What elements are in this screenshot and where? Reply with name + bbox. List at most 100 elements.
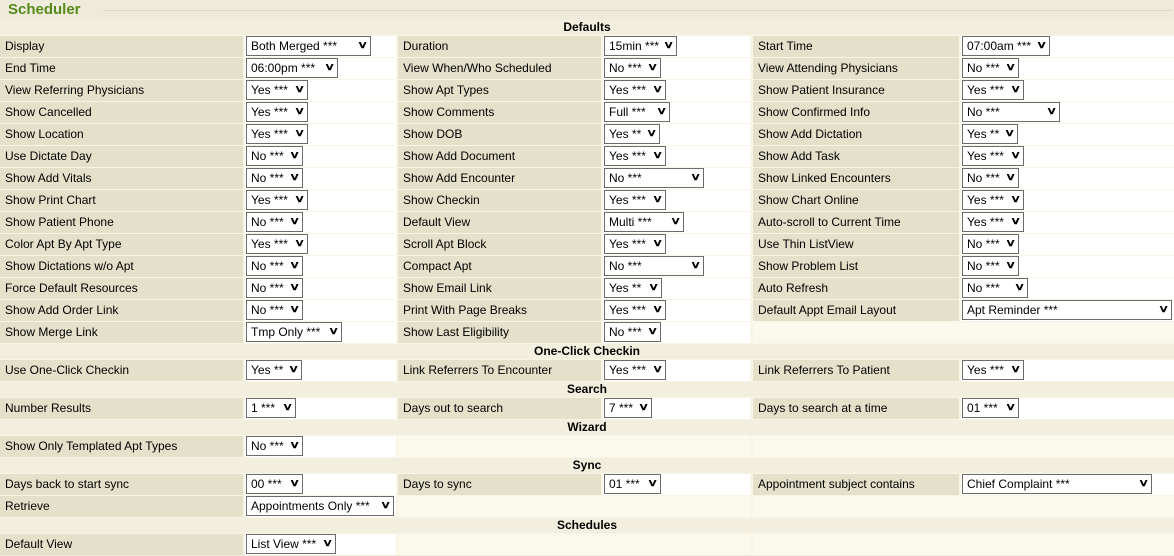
field-show-checkin-select[interactable]: Yes *** ∨ bbox=[604, 190, 666, 210]
field-show-linked-encounters-select[interactable]: No *** ∨ bbox=[962, 168, 1019, 188]
field-show-patient-phone-cell: No *** ∨ bbox=[245, 212, 396, 233]
field-show-email-link-cell: Yes ** ∨ bbox=[603, 278, 750, 299]
field-default-view-select[interactable]: Multi *** ∨ bbox=[604, 212, 684, 232]
field-show-dob-select[interactable]: Yes ** ∨ bbox=[604, 124, 660, 144]
field-days-back-to-start-sync-select[interactable]: 00 *** ∨ bbox=[246, 474, 303, 494]
field-days-out-to-search-select[interactable]: 7 *** ∨ bbox=[604, 398, 652, 418]
field-show-add-task-select[interactable]: Yes *** ∨ bbox=[962, 146, 1024, 166]
empty-cell bbox=[753, 496, 1174, 517]
field-show-add-vitals-label: Show Add Vitals bbox=[0, 168, 243, 189]
title-rule bbox=[103, 10, 1172, 11]
field-color-apt-by-apt-type-select[interactable]: Yes *** ∨ bbox=[246, 234, 308, 254]
field-view-referring-physicians-select[interactable]: Yes *** ∨ bbox=[246, 80, 308, 100]
selected-value: No *** bbox=[967, 281, 1000, 295]
field-link-referrers-to-encounter-cell: Yes *** ∨ bbox=[603, 360, 750, 381]
selected-value: Multi *** bbox=[609, 215, 652, 229]
dropdown-arrow-icon: ∨ bbox=[288, 440, 300, 451]
field-scroll-apt-block-select[interactable]: Yes *** ∨ bbox=[604, 234, 666, 254]
field-show-comments-label: Show Comments bbox=[398, 102, 601, 123]
settings-row: Show Add Order Link No *** ∨ Print With Pag… bbox=[0, 300, 1174, 321]
field-view-attending-physicians-select[interactable]: No *** ∨ bbox=[962, 58, 1019, 78]
field-force-default-resources-select[interactable]: No *** ∨ bbox=[246, 278, 303, 298]
field-link-referrers-to-patient-cell: Yes *** ∨ bbox=[961, 360, 1174, 381]
field-show-last-eligibility-select[interactable]: No *** ∨ bbox=[604, 322, 661, 342]
settings-row: Show Cancelled Yes *** ∨ Show Comments Full … bbox=[0, 102, 1174, 123]
field-show-only-templated-apt-types-select[interactable]: No *** ∨ bbox=[246, 436, 303, 456]
field-show-add-dictation-select[interactable]: Yes ** ∨ bbox=[962, 124, 1018, 144]
dropdown-arrow-icon: ∨ bbox=[288, 478, 300, 489]
selected-value: No *** bbox=[251, 171, 284, 185]
field-retrieve-label: Retrieve bbox=[0, 496, 243, 517]
field-show-problem-list-select[interactable]: No *** ∨ bbox=[962, 256, 1019, 276]
field-show-apt-types-select[interactable]: Yes *** ∨ bbox=[604, 80, 666, 100]
field-show-add-document-select[interactable]: Yes *** ∨ bbox=[604, 146, 666, 166]
selected-value: 00 *** bbox=[251, 477, 282, 491]
settings-row: Days back to start sync 00 *** ∨ Days to sy… bbox=[0, 474, 1174, 495]
field-show-confirmed-info-select[interactable]: No *** ∨ bbox=[962, 102, 1060, 122]
field-show-location-select[interactable]: Yes *** ∨ bbox=[246, 124, 308, 144]
selected-value: Both Merged *** bbox=[251, 39, 338, 53]
field-end-time-select[interactable]: 06:00pm *** ∨ bbox=[246, 58, 338, 78]
settings-row: Retrieve Appointments Only *** ∨ bbox=[0, 496, 1174, 517]
dropdown-arrow-icon: ∨ bbox=[647, 282, 659, 293]
field-show-add-encounter-select[interactable]: No *** ∨ bbox=[604, 168, 704, 188]
field-auto-refresh-label: Auto Refresh bbox=[753, 278, 959, 299]
field-show-add-task-label: Show Add Task bbox=[753, 146, 959, 167]
field-print-with-page-breaks-select[interactable]: Yes *** ∨ bbox=[604, 300, 666, 320]
field-link-referrers-to-patient-select[interactable]: Yes *** ∨ bbox=[962, 360, 1024, 380]
field-link-referrers-to-encounter-select[interactable]: Yes *** ∨ bbox=[604, 360, 666, 380]
field-use-dictate-day-select[interactable]: No *** ∨ bbox=[246, 146, 303, 166]
field-days-to-search-at-a-time-select[interactable]: 01 *** ∨ bbox=[962, 398, 1019, 418]
field-show-dictations-w-o-apt-select[interactable]: No *** ∨ bbox=[246, 256, 303, 276]
field-show-only-templated-apt-types-cell: No *** ∨ bbox=[245, 436, 396, 457]
dropdown-arrow-icon: ∨ bbox=[293, 106, 305, 117]
field-use-one-click-checkin-select[interactable]: Yes ** ∨ bbox=[246, 360, 302, 380]
field-appointment-subject-contains-select[interactable]: Chief Complaint *** ∨ bbox=[962, 474, 1152, 494]
selected-value: No *** bbox=[251, 303, 284, 317]
selected-value: No *** bbox=[967, 171, 1000, 185]
field-use-thin-listview-select[interactable]: No *** ∨ bbox=[962, 234, 1019, 254]
field-auto-refresh-select[interactable]: No *** ∨ bbox=[962, 278, 1028, 298]
field-show-chart-online-select[interactable]: Yes *** ∨ bbox=[962, 190, 1024, 210]
dropdown-arrow-icon: ∨ bbox=[1003, 128, 1015, 139]
field-default-view-select[interactable]: List View *** ∨ bbox=[246, 534, 336, 554]
field-show-merge-link-select[interactable]: Tmp Only *** ∨ bbox=[246, 322, 342, 342]
field-number-results-select[interactable]: 1 *** ∨ bbox=[246, 398, 296, 418]
selected-value: No *** bbox=[967, 259, 1000, 273]
field-show-chart-online-cell: Yes *** ∨ bbox=[961, 190, 1174, 211]
field-days-to-sync-select[interactable]: 01 *** ∨ bbox=[604, 474, 661, 494]
field-duration-select[interactable]: 15min *** ∨ bbox=[604, 36, 677, 56]
field-show-comments-select[interactable]: Full *** ∨ bbox=[604, 102, 670, 122]
field-show-apt-types-cell: Yes *** ∨ bbox=[603, 80, 750, 101]
field-duration-label: Duration bbox=[398, 36, 601, 57]
selected-value: No *** bbox=[967, 237, 1000, 251]
field-default-view-label: Default View bbox=[0, 534, 243, 555]
selected-value: Yes *** bbox=[609, 363, 646, 377]
dropdown-arrow-icon: ∨ bbox=[323, 62, 335, 73]
field-show-patient-phone-select[interactable]: No *** ∨ bbox=[246, 212, 303, 232]
field-compact-apt-select[interactable]: No *** ∨ bbox=[604, 256, 704, 276]
selected-value: Yes *** bbox=[251, 127, 288, 141]
field-retrieve-select[interactable]: Appointments Only *** ∨ bbox=[246, 496, 394, 516]
field-start-time-label: Start Time bbox=[753, 36, 959, 57]
dropdown-arrow-icon: ∨ bbox=[651, 194, 663, 205]
field-show-print-chart-select[interactable]: Yes *** ∨ bbox=[246, 190, 308, 210]
field-display-select[interactable]: Both Merged *** ∨ bbox=[246, 36, 371, 56]
empty-cell bbox=[753, 322, 1174, 343]
field-default-appt-email-layout-select[interactable]: Apt Reminder *** ∨ bbox=[962, 300, 1172, 320]
field-show-cancelled-select[interactable]: Yes *** ∨ bbox=[246, 102, 308, 122]
page-title: Scheduler bbox=[0, 0, 89, 19]
field-view-when-who-scheduled-select[interactable]: No *** ∨ bbox=[604, 58, 661, 78]
field-start-time-select[interactable]: 07:00am *** ∨ bbox=[962, 36, 1050, 56]
selected-value: Yes ** bbox=[251, 363, 284, 377]
selected-value: Yes ** bbox=[609, 281, 642, 295]
field-show-add-vitals-select[interactable]: No *** ∨ bbox=[246, 168, 303, 188]
field-compact-apt-label: Compact Apt bbox=[398, 256, 601, 277]
selected-value: No *** bbox=[251, 259, 284, 273]
field-show-add-order-link-select[interactable]: No *** ∨ bbox=[246, 300, 303, 320]
field-show-email-link-select[interactable]: Yes ** ∨ bbox=[604, 278, 662, 298]
settings-row: View Referring Physicians Yes *** ∨ Show Ap… bbox=[0, 80, 1174, 101]
dropdown-arrow-icon: ∨ bbox=[288, 216, 300, 227]
field-show-patient-insurance-select[interactable]: Yes *** ∨ bbox=[962, 80, 1024, 100]
field-auto-scroll-to-current-time-select[interactable]: Yes *** ∨ bbox=[962, 212, 1024, 232]
